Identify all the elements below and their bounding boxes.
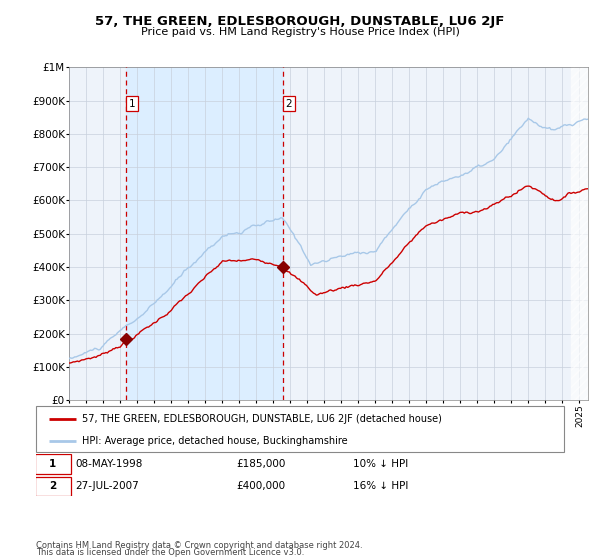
Text: £400,000: £400,000 bbox=[236, 482, 286, 491]
Text: 57, THE GREEN, EDLESBOROUGH, DUNSTABLE, LU6 2JF: 57, THE GREEN, EDLESBOROUGH, DUNSTABLE, … bbox=[95, 15, 505, 28]
Text: HPI: Average price, detached house, Buckinghamshire: HPI: Average price, detached house, Buck… bbox=[82, 436, 348, 446]
FancyBboxPatch shape bbox=[36, 406, 564, 452]
Text: 08-MAY-1998: 08-MAY-1998 bbox=[76, 459, 143, 469]
FancyBboxPatch shape bbox=[35, 455, 71, 474]
Text: 2: 2 bbox=[49, 482, 56, 491]
Bar bbox=[126, 67, 283, 400]
Text: Contains HM Land Registry data © Crown copyright and database right 2024.: Contains HM Land Registry data © Crown c… bbox=[36, 541, 362, 550]
Text: Price paid vs. HM Land Registry's House Price Index (HPI): Price paid vs. HM Land Registry's House … bbox=[140, 27, 460, 37]
Text: 1: 1 bbox=[128, 99, 135, 109]
Text: 1: 1 bbox=[49, 459, 56, 469]
Text: This data is licensed under the Open Government Licence v3.0.: This data is licensed under the Open Gov… bbox=[36, 548, 304, 557]
Bar bbox=[571, 67, 588, 400]
Text: 27-JUL-2007: 27-JUL-2007 bbox=[76, 482, 139, 491]
Text: 16% ↓ HPI: 16% ↓ HPI bbox=[353, 482, 408, 491]
Text: 10% ↓ HPI: 10% ↓ HPI bbox=[353, 459, 408, 469]
Text: £185,000: £185,000 bbox=[236, 459, 286, 469]
Text: 57, THE GREEN, EDLESBOROUGH, DUNSTABLE, LU6 2JF (detached house): 57, THE GREEN, EDLESBOROUGH, DUNSTABLE, … bbox=[82, 414, 442, 424]
FancyBboxPatch shape bbox=[35, 477, 71, 496]
Text: 2: 2 bbox=[285, 99, 292, 109]
